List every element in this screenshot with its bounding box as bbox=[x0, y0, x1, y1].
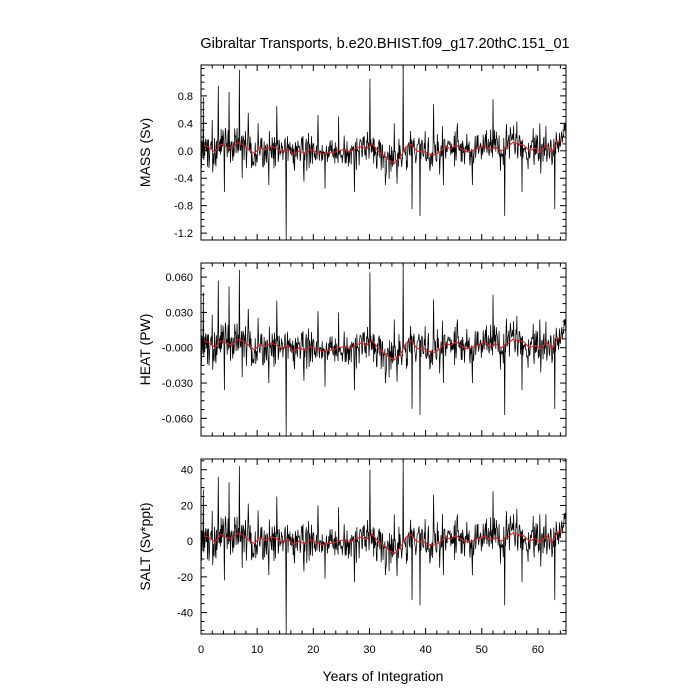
x-tick-label: 0 bbox=[198, 644, 204, 656]
annual-mean-line bbox=[203, 336, 564, 361]
panel-mass: 0.8 0.4 0.0 -0.4 -0.8 -1.2 MASS (Sv) bbox=[137, 64, 567, 241]
x-tick-label: 30 bbox=[363, 644, 375, 656]
y-tick-label: 0.0 bbox=[178, 146, 193, 158]
y-axis-label: SALT (Sv*ppt) bbox=[137, 502, 153, 590]
y-axis-label: MASS (Sv) bbox=[137, 118, 153, 187]
monthly-series-line bbox=[201, 65, 566, 240]
y-axis-label: HEAT (PW) bbox=[137, 314, 153, 386]
y-tick-label: -20 bbox=[177, 572, 193, 584]
panel-frame bbox=[200, 458, 567, 635]
y-tick-label: 0.060 bbox=[165, 272, 193, 284]
chart-title: Gibraltar Transports, b.e20.BHIST.f09_g1… bbox=[200, 36, 569, 52]
panel-salt: 40 20 0 -20 -40 SALT (Sv*ppt) 0 10 20 30 40 50 60 bbox=[137, 458, 567, 656]
x-axis-label: Years of Integration bbox=[323, 668, 444, 684]
x-tick-label: 40 bbox=[419, 644, 431, 656]
y-tick-label: -0.000 bbox=[162, 343, 193, 355]
y-tick-label: 0.030 bbox=[165, 307, 193, 319]
x-tick-label: 20 bbox=[307, 644, 319, 656]
y-tick-label: -0.4 bbox=[174, 173, 193, 185]
y-tick-label: -0.8 bbox=[174, 201, 193, 213]
x-tick-label: 60 bbox=[532, 644, 544, 656]
panel-heat: 0.060 0.030 -0.000 -0.030 -0.060 HEAT (PW) bbox=[137, 262, 567, 437]
y-tick-label: 0 bbox=[187, 536, 193, 548]
x-tick-label: 50 bbox=[476, 644, 488, 656]
y-tick-label: -0.060 bbox=[162, 413, 193, 425]
y-tick-label: 0.4 bbox=[178, 118, 193, 130]
monthly-series-line bbox=[201, 460, 566, 634]
panels-group: 0.8 0.4 0.0 -0.4 -0.8 -1.2 MASS (Sv) 0.060 0.030… bbox=[137, 64, 567, 656]
panel-frame bbox=[200, 262, 567, 437]
x-tick-label: 10 bbox=[251, 644, 263, 656]
panel-frame bbox=[200, 64, 567, 241]
monthly-series-line bbox=[201, 264, 566, 436]
y-tick-label: -40 bbox=[177, 608, 193, 620]
y-tick-label: 40 bbox=[181, 465, 193, 477]
annual-mean-line bbox=[203, 530, 564, 554]
y-tick-label: 0.8 bbox=[178, 91, 193, 103]
annual-mean-line bbox=[203, 139, 564, 164]
y-tick-label: -0.030 bbox=[162, 378, 193, 390]
y-tick-label: 20 bbox=[181, 500, 193, 512]
y-tick-label: -1.2 bbox=[174, 228, 193, 240]
